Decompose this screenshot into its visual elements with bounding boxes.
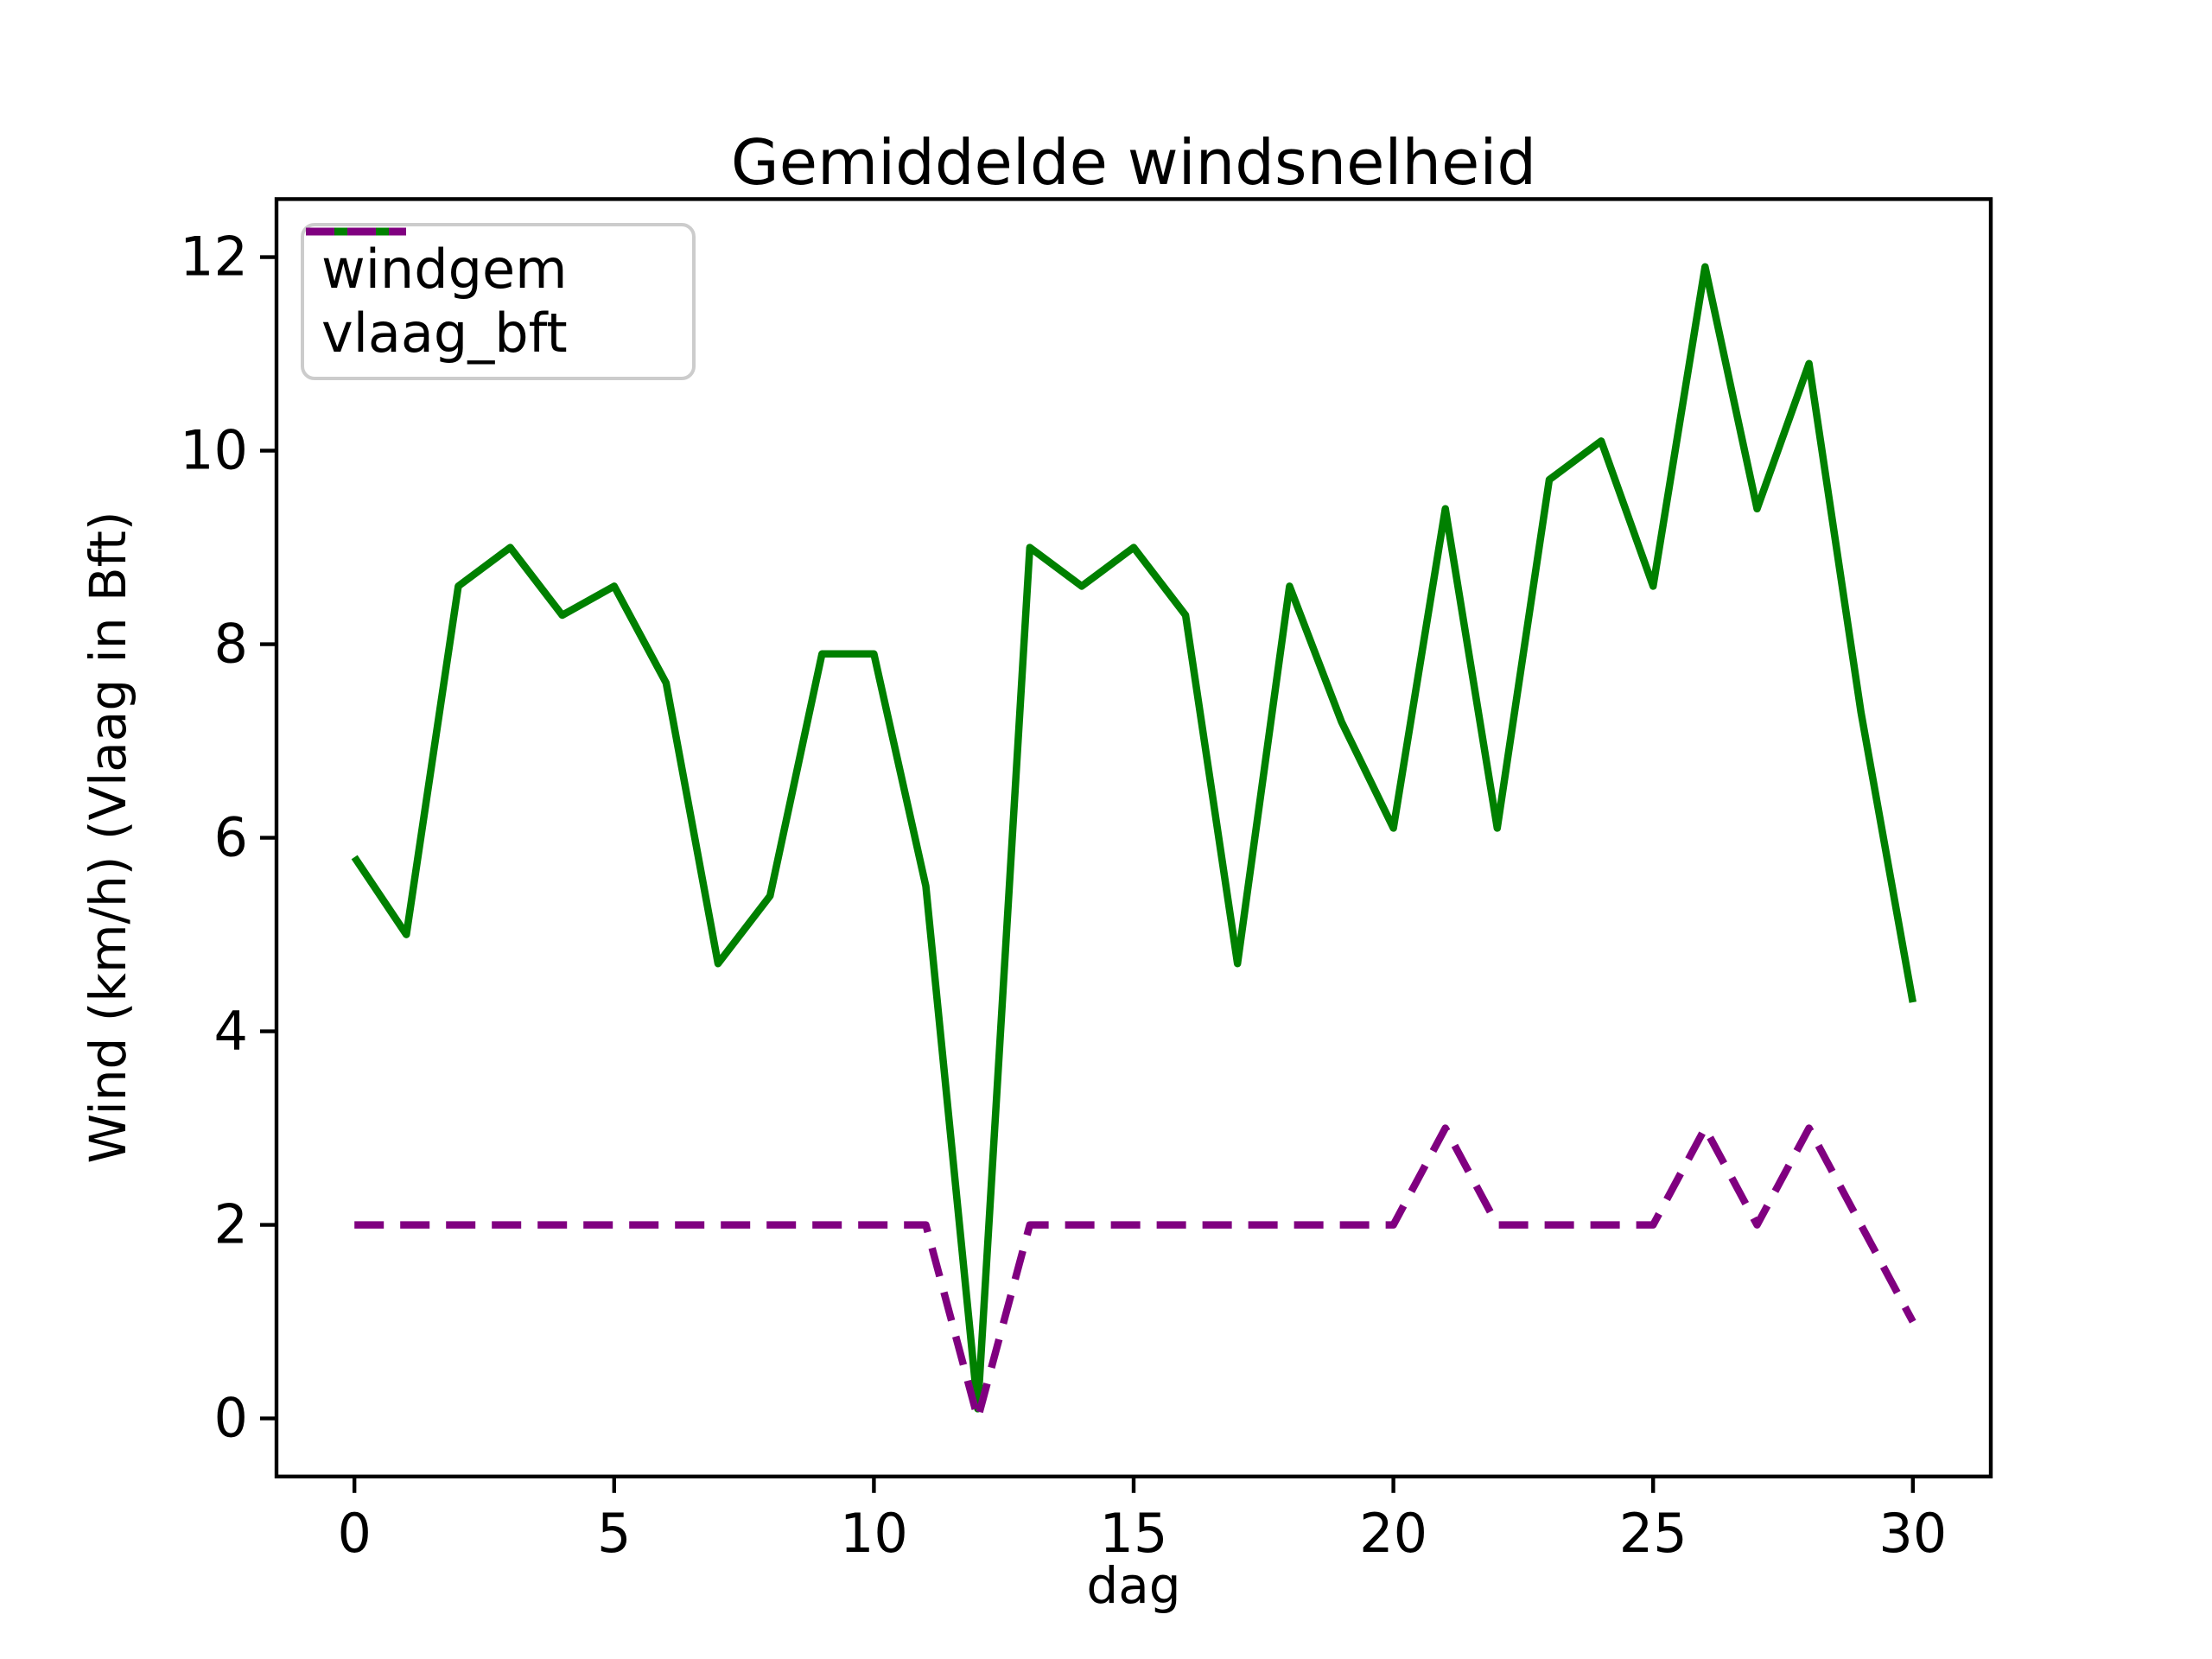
legend-item-vlaag-bft: vlaag_bft [306, 227, 683, 365]
x-tick-label: 0 [337, 1502, 371, 1565]
y-tick-label: 12 [180, 226, 248, 289]
y-axis-label: Wind (km/h) (Vlaag in Bft) [79, 511, 137, 1164]
y-axis-ticks: 0 2 4 6 8 10 12 [180, 226, 276, 1450]
legend-label: windgem [321, 238, 568, 301]
y-tick-label: 10 [180, 419, 248, 482]
x-tick-label: 15 [1100, 1502, 1168, 1565]
legend: windgem vlaag_bft [301, 223, 696, 380]
x-tick-label: 5 [597, 1502, 631, 1565]
x-axis-ticks: 0 5 10 15 20 25 30 [337, 1476, 1947, 1565]
vlaag_bft-line [354, 1124, 1916, 1422]
y-tick-label: 8 [214, 613, 248, 676]
x-tick-label: 25 [1619, 1502, 1688, 1565]
series-lines [351, 263, 1916, 1422]
x-axis-label: dag [1086, 1556, 1181, 1615]
y-tick-label: 2 [214, 1193, 248, 1256]
y-tick-label: 0 [214, 1387, 248, 1450]
legend-item-windgem: windgem [306, 227, 683, 301]
vlaag-bft-dashed-swatch-icon [306, 227, 406, 236]
x-tick-label: 10 [840, 1502, 908, 1565]
chart-title: Gemiddelde windsnelheid [730, 126, 1537, 199]
y-tick-label: 6 [214, 806, 248, 869]
y-tick-label: 4 [214, 1000, 248, 1063]
windgem-line [351, 263, 1916, 1413]
x-tick-label: 20 [1359, 1502, 1427, 1565]
x-tick-label: 30 [1878, 1502, 1947, 1565]
legend-label: vlaag_bft [321, 302, 568, 365]
